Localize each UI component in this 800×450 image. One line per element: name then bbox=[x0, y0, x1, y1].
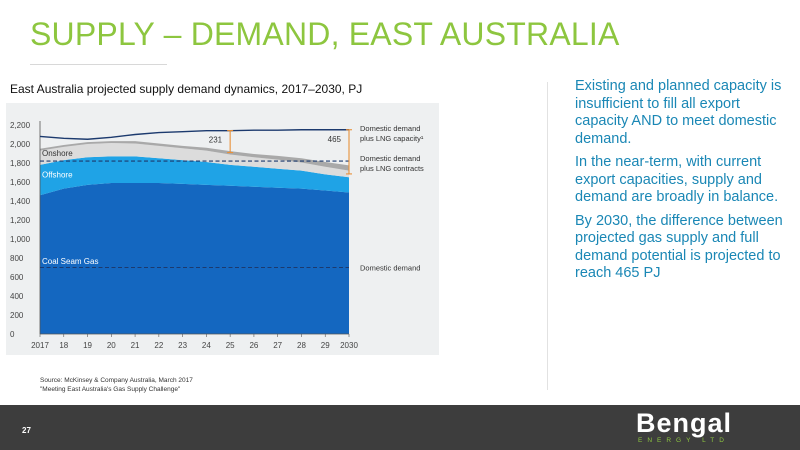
slide-title: SUPPLY – DEMAND, EAST AUSTRALIA bbox=[30, 16, 620, 52]
supply-demand-chart: 0 200 400 600 800 1,000 1,200 1,400 1,600 1,800 2,… bbox=[10, 121, 424, 350]
x-tick-label: 29 bbox=[321, 341, 330, 350]
legend-lng-contracts-line1: Domestic demand bbox=[360, 154, 420, 163]
x-tick-label: 21 bbox=[131, 341, 140, 350]
key-point-2: In the near-term, with current export ca… bbox=[575, 154, 779, 205]
logo-wordmark: Bengal bbox=[636, 408, 732, 438]
series-label-offshore: Offshore bbox=[42, 170, 73, 179]
title-underline bbox=[30, 64, 167, 65]
legend-lng-capacity-line2: plus LNG capacity¹ bbox=[360, 134, 424, 143]
x-tick-label: 22 bbox=[154, 341, 163, 350]
y-tick-label: 1,800 bbox=[10, 159, 31, 168]
series-label-onshore: Onshore bbox=[42, 149, 73, 158]
legend-lng-capacity-line1: Domestic demand bbox=[360, 124, 420, 133]
x-tick-label: 19 bbox=[83, 341, 92, 350]
x-tick-label: 25 bbox=[226, 341, 235, 350]
gap-label-2: 465 bbox=[328, 135, 342, 144]
x-tick-label: 27 bbox=[273, 341, 282, 350]
footer-bar bbox=[0, 405, 800, 450]
demand-line-1 bbox=[39, 129, 349, 140]
key-point-3: By 2030, the difference between projecte… bbox=[575, 212, 783, 282]
key-points: Existing and planned capacity is insuffi… bbox=[575, 78, 790, 289]
y-tick-label: 1,000 bbox=[10, 235, 31, 244]
y-tick-label: 1,200 bbox=[10, 216, 31, 225]
logo-subtext: ENERGY LTD bbox=[638, 437, 729, 444]
x-tick-label: 24 bbox=[202, 341, 211, 350]
x-tick-label: 2017 bbox=[31, 341, 49, 350]
y-tick-label: 200 bbox=[10, 311, 24, 320]
area-series-2 bbox=[40, 156, 349, 196]
y-tick-label: 2,000 bbox=[10, 140, 31, 149]
y-tick-label: 600 bbox=[10, 273, 24, 282]
page-number: 27 bbox=[22, 426, 31, 435]
x-tick-label: 28 bbox=[297, 341, 306, 350]
area-series-3 bbox=[40, 143, 349, 178]
x-tick-label: 23 bbox=[178, 341, 187, 350]
bengal-logo: Bengal ENERGY LTD bbox=[636, 408, 732, 444]
x-tick-label: 18 bbox=[59, 341, 68, 350]
source-note: Source: McKinsey & Company Australia, Ma… bbox=[40, 377, 193, 394]
legend-domestic-demand: Domestic demand bbox=[360, 264, 420, 273]
legend-lng-contracts-line2: plus LNG contracts bbox=[360, 164, 424, 173]
source-line-1: Source: McKinsey & Company Australia, Ma… bbox=[40, 377, 193, 384]
key-point-1: Existing and planned capacity is insuffi… bbox=[575, 78, 782, 147]
y-tick-label: 800 bbox=[10, 254, 24, 263]
gap-label-1: 231 bbox=[209, 136, 223, 145]
source-line-2: "Meeting East Australia's Gas Supply Cha… bbox=[40, 385, 181, 393]
x-tick-label: 26 bbox=[249, 341, 258, 350]
y-tick-label: 1,600 bbox=[10, 178, 31, 187]
x-tick-label: 20 bbox=[107, 341, 116, 350]
y-tick-label: 0 bbox=[10, 330, 15, 339]
y-tick-label: 400 bbox=[10, 292, 24, 301]
column-divider bbox=[547, 82, 548, 390]
chart-heading: East Australia projected supply demand d… bbox=[10, 82, 363, 96]
y-tick-label: 2,200 bbox=[10, 121, 31, 130]
area-series-1 bbox=[40, 182, 349, 334]
y-tick-label: 1,400 bbox=[10, 197, 31, 206]
series-label-coal-seam-gas: Coal Seam Gas bbox=[42, 257, 98, 266]
area-series-4 bbox=[40, 141, 349, 171]
x-tick-label: 2030 bbox=[340, 341, 358, 350]
